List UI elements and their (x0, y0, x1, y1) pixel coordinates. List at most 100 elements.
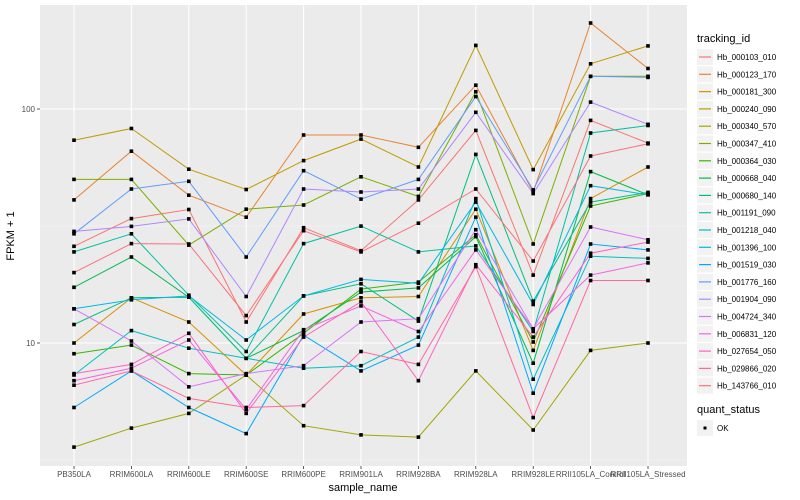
data-point (72, 138, 76, 142)
data-point (244, 294, 248, 299)
data-point (646, 75, 650, 80)
data-point (588, 21, 593, 25)
data-point (416, 435, 421, 439)
data-point (474, 234, 478, 239)
x-axis: PB350LA RRIM600LA RRIM600LE RRIM600SE RRIM60… (57, 466, 686, 479)
x-axis-title: sample_name (328, 482, 397, 494)
data-point (72, 232, 76, 236)
x-tick-label: RRIM901LA (339, 470, 383, 479)
data-point (359, 250, 363, 254)
data-point (72, 285, 76, 290)
data-point (416, 281, 421, 286)
legend-item: Hb_029866_020 (697, 360, 777, 377)
legend-label: Hb_001218_040 (717, 226, 777, 235)
data-point (359, 137, 363, 141)
data-point (416, 198, 421, 202)
legend-label: Hb_001519_030 (717, 261, 777, 270)
data-point (474, 128, 478, 133)
data-point (301, 294, 306, 298)
data-point (129, 343, 134, 347)
data-point (72, 371, 76, 376)
legend-label: Hb_000123_170 (717, 70, 777, 79)
data-point (301, 187, 306, 191)
legend-label: Hb_027654_050 (717, 347, 777, 356)
legend-item: Hb_000181_300 (697, 83, 777, 100)
data-point (588, 278, 593, 283)
data-point (416, 221, 421, 225)
data-point (129, 369, 134, 373)
data-point (359, 224, 363, 228)
legend-item: Hb_001396_100 (697, 239, 777, 256)
data-point (301, 335, 306, 339)
data-point (187, 167, 191, 171)
legend-item: Hb_001191_090 (697, 204, 776, 221)
data-point (301, 241, 306, 246)
data-point (588, 118, 593, 123)
data-point (301, 331, 306, 336)
data-point (474, 369, 478, 373)
y-axis: 10 100 (22, 105, 40, 348)
data-point (244, 255, 248, 259)
data-point (187, 179, 191, 184)
data-point (187, 242, 191, 246)
data-point (129, 255, 134, 259)
data-point (244, 215, 248, 219)
data-point (301, 327, 306, 332)
data-point (646, 256, 650, 261)
legend-label: Hb_000103_010 (717, 53, 777, 62)
data-point (588, 131, 593, 135)
legend-item: Hb_000347_410 (697, 135, 777, 152)
data-point (359, 190, 363, 194)
data-point (129, 216, 134, 221)
data-point (129, 224, 134, 229)
data-point (646, 341, 650, 345)
data-point (244, 356, 248, 361)
data-point (301, 203, 306, 207)
x-tick-label: RRIM928LE (511, 470, 555, 479)
legend-item: Hb_000680_140 (697, 187, 777, 204)
y-tick-label: 100 (22, 105, 36, 114)
data-point (474, 83, 478, 87)
data-point (416, 335, 421, 339)
data-point (646, 240, 650, 244)
data-point (129, 298, 134, 302)
data-point (474, 89, 478, 94)
x-tick-label: RRII105LA_Control (556, 470, 626, 479)
legend-label: Hb_001191_090 (717, 209, 776, 218)
legend-item: Hb_027654_050 (697, 343, 777, 360)
data-point (187, 405, 191, 410)
data-point (301, 158, 306, 163)
data-point (187, 411, 191, 416)
data-point (531, 415, 535, 420)
data-point (646, 142, 650, 146)
data-point (244, 411, 248, 416)
legend-label: Hb_000668_040 (717, 174, 777, 183)
data-point (531, 335, 535, 339)
shape-legend-label: OK (717, 424, 729, 433)
x-tick-label: RRIM600LE (167, 470, 211, 479)
data-point (187, 331, 191, 336)
data-point (588, 242, 593, 246)
data-point (531, 259, 535, 263)
data-point (129, 177, 134, 182)
data-point (474, 264, 478, 269)
data-point (244, 207, 248, 211)
data-point (72, 322, 76, 327)
data-point (474, 43, 478, 48)
data-point (187, 207, 191, 212)
data-point (416, 362, 421, 367)
data-point (416, 286, 421, 290)
data-point (359, 320, 363, 324)
data-point (588, 251, 593, 255)
data-point (359, 300, 363, 304)
data-point (72, 229, 76, 234)
data-point (244, 320, 248, 324)
legend-item: Hb_000103_010 (697, 49, 777, 65)
data-point (416, 145, 421, 150)
legend-label: Hb_001396_100 (717, 243, 777, 252)
data-point (72, 378, 76, 383)
legend-item: Hb_000240_090 (697, 100, 777, 117)
data-point (416, 329, 421, 334)
legend-item: Hb_006831_120 (697, 325, 777, 342)
